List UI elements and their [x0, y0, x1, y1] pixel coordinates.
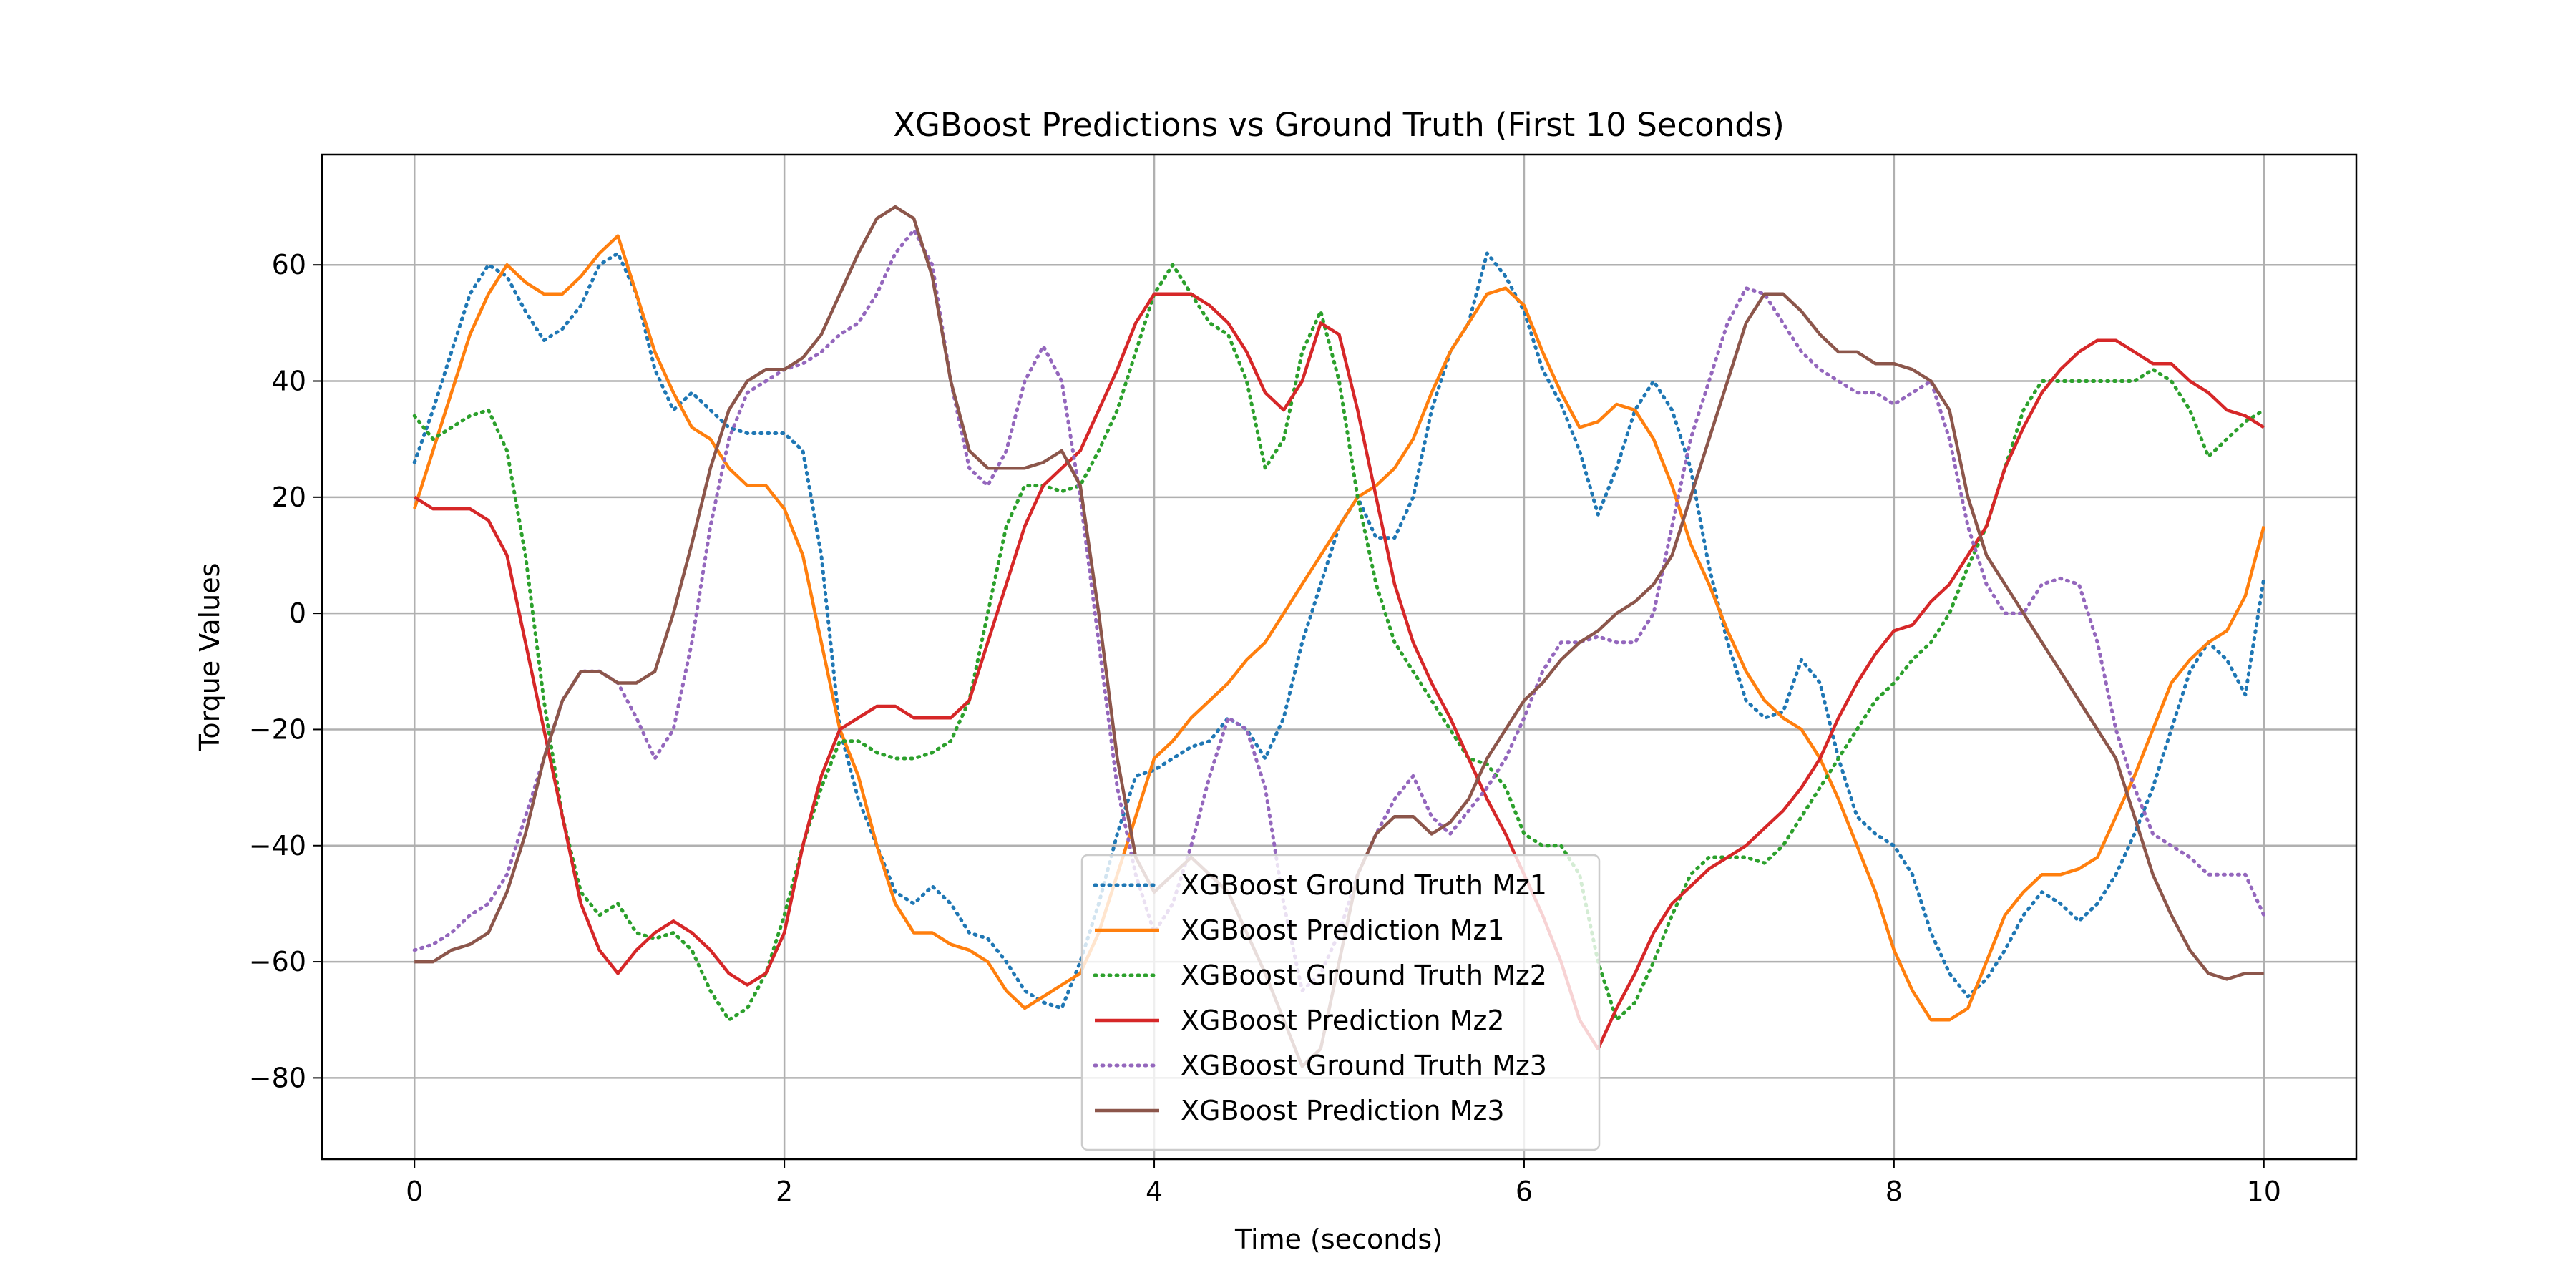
grid [322, 155, 2356, 1159]
y-tick-label: −60 [249, 946, 306, 977]
legend-box [1080, 854, 1601, 1151]
legend-entry: XGBoost Ground Truth Mz3 [1181, 1050, 1547, 1081]
legend-entry: XGBoost Prediction Mz2 [1181, 1005, 1505, 1036]
series-line-4 [414, 292, 2265, 1051]
x-tick-label: 10 [2247, 1176, 2281, 1207]
y-tick-label: 20 [272, 482, 306, 513]
x-tick-label: 4 [1146, 1176, 1163, 1207]
y-tick-label: 60 [272, 249, 306, 280]
y-axis: −80 −60 −40 −20 0 20 40 60 [249, 249, 322, 1093]
x-tick-label: 6 [1516, 1176, 1533, 1207]
y-tick-label: −20 [249, 713, 306, 745]
legend: XGBoost Ground Truth Mz1 XGBoost Predicti… [1080, 854, 1601, 1151]
x-tick-label: 0 [406, 1176, 423, 1207]
y-axis-label: Torque Values [194, 563, 225, 752]
legend-entry: XGBoost Ground Truth Mz1 [1181, 869, 1547, 901]
series-line-2 [413, 234, 2265, 1022]
y-tick-label: −80 [249, 1062, 306, 1093]
legend-entry: XGBoost Prediction Mz3 [1181, 1095, 1505, 1126]
legend-entry: XGBoost Prediction Mz1 [1181, 914, 1505, 946]
x-axis-label: Time (seconds) [1234, 1224, 1443, 1255]
x-tick-label: 2 [776, 1176, 793, 1207]
chart-title: XGBoost Predictions vs Ground Truth (Fir… [893, 106, 1785, 144]
legend-entry: XGBoost Ground Truth Mz2 [1181, 960, 1547, 991]
plot-frame [321, 153, 2358, 1161]
x-axis: 0 2 4 6 8 10 [406, 1159, 2281, 1207]
series-line-3 [412, 263, 2266, 1022]
y-tick-label: 0 [289, 597, 306, 629]
y-tick-label: −40 [249, 830, 306, 862]
y-tick-label: 40 [272, 366, 306, 397]
x-tick-label: 8 [1885, 1176, 1903, 1207]
